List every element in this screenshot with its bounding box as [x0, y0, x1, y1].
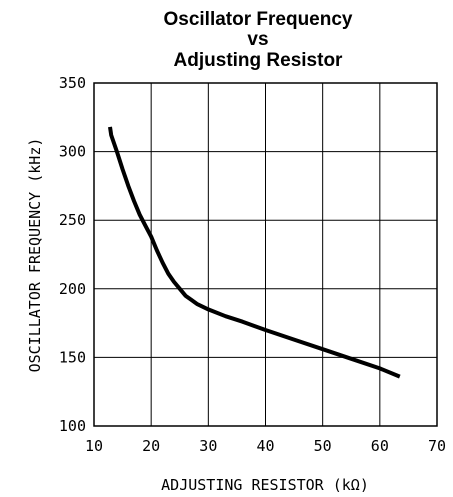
y-tick-label: 300 [59, 143, 86, 161]
y-tick-labels: 100 150 200 250 300 350 [59, 74, 86, 435]
chart-title-line-1: Oscillator Frequency [163, 9, 352, 30]
chart-title-line-3: Adjusting Resistor [174, 50, 344, 71]
x-tick-label: 70 [428, 437, 446, 455]
x-tick-label: 40 [256, 437, 274, 455]
x-axis-label: ADJUSTING RESISTOR (kΩ) [161, 476, 369, 494]
x-tick-label: 50 [314, 437, 332, 455]
grid [94, 83, 437, 426]
x-tick-label: 60 [371, 437, 389, 455]
plot-frame [93, 82, 438, 427]
y-axis-label: OSCILLATOR FREQUENCY (kHz) [26, 138, 44, 373]
y-tick-label: 100 [59, 417, 86, 435]
series-line [108, 126, 401, 379]
y-tick-label: 350 [59, 74, 86, 92]
chart-title-line-2: vs [247, 29, 268, 50]
series [108, 126, 401, 379]
y-tick-label: 200 [59, 280, 86, 298]
x-tick-label: 20 [142, 437, 160, 455]
chart-title: Oscillator Frequency vs Adjusting Resist… [163, 9, 352, 71]
x-tick-label: 30 [199, 437, 217, 455]
x-tick-label: 10 [85, 437, 103, 455]
y-tick-label: 150 [59, 348, 86, 366]
y-tick-label: 250 [59, 211, 86, 229]
plot-border [93, 82, 438, 427]
x-tick-labels: 10 20 30 40 50 60 70 [85, 437, 446, 455]
